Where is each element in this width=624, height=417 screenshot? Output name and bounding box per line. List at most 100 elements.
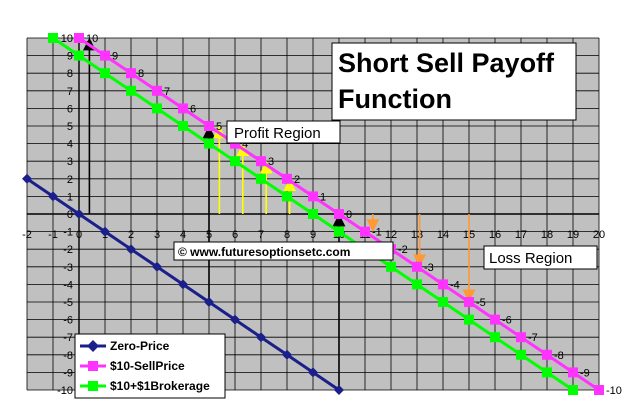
x-tick-label: 9 bbox=[310, 229, 316, 241]
data-label-1: 2 bbox=[294, 174, 300, 186]
data-point-1 bbox=[594, 385, 604, 395]
x-tick-label: 3 bbox=[154, 229, 160, 241]
data-point-2 bbox=[464, 314, 474, 325]
chart-title: Short Sell Payoff Function bbox=[331, 42, 577, 121]
y-tick-label: 2 bbox=[67, 174, 73, 186]
data-label-1: -7 bbox=[528, 332, 538, 344]
data-point-2 bbox=[178, 121, 188, 131]
data-point-2 bbox=[152, 103, 162, 114]
data-point-0 bbox=[282, 349, 292, 360]
data-point-1 bbox=[74, 33, 84, 43]
data-point-2 bbox=[204, 138, 214, 149]
data-point-1 bbox=[100, 50, 110, 61]
legend-item-zero-price: Zero-Price bbox=[80, 339, 170, 353]
y-tick-label: 9 bbox=[67, 51, 73, 63]
y-tick-label: -9 bbox=[63, 367, 73, 379]
legend-label-sell-price: $10-SellPrice bbox=[110, 359, 185, 373]
data-point-2 bbox=[100, 68, 110, 79]
data-point-1 bbox=[334, 209, 344, 219]
x-tick-label: 17 bbox=[515, 229, 527, 241]
data-label-1: -9 bbox=[580, 367, 590, 379]
data-point-2 bbox=[516, 349, 526, 360]
website-label: © www.futuresoptionsetc.com bbox=[178, 245, 350, 259]
data-point-0 bbox=[100, 226, 110, 237]
data-label-1: -5 bbox=[476, 297, 486, 309]
data-label-1: 3 bbox=[268, 156, 274, 168]
profit-region-annotation: Profit Region bbox=[226, 120, 341, 144]
data-point-2 bbox=[542, 367, 552, 378]
x-tick-label: 2 bbox=[128, 229, 134, 241]
data-label-1: -4 bbox=[450, 279, 460, 291]
data-point-0 bbox=[178, 279, 188, 290]
data-label-1: 1 bbox=[320, 191, 326, 203]
x-tick-label: 16 bbox=[489, 229, 501, 241]
y-tick-label: -5 bbox=[63, 297, 73, 309]
y-tick-label: -3 bbox=[63, 262, 73, 274]
y-tick-label: 3 bbox=[67, 156, 73, 168]
x-tick-label: 0 bbox=[76, 229, 82, 241]
profit-region-label: Profit Region bbox=[234, 125, 321, 142]
y-tick-label: -8 bbox=[63, 350, 73, 362]
data-point-0 bbox=[334, 385, 344, 395]
data-label-1: -1 bbox=[372, 227, 382, 239]
x-tick-label: 8 bbox=[284, 229, 290, 241]
y-tick-label: 5 bbox=[67, 121, 73, 133]
legend-item-brokerage: $10+$1Brokerage bbox=[80, 379, 210, 393]
data-label-1: 7 bbox=[164, 86, 170, 98]
data-point-0 bbox=[48, 191, 58, 202]
y-tick-label: 8 bbox=[67, 68, 73, 80]
chart-legend: Zero-Price $10-SellPrice $10+$1Brokerage bbox=[74, 333, 226, 399]
x-tick-label: 19 bbox=[567, 229, 579, 241]
data-label-1: 10 bbox=[86, 33, 98, 45]
data-label-1: -3 bbox=[424, 262, 434, 274]
data-point-2 bbox=[308, 209, 318, 219]
legend-item-sell-price: $10-SellPrice bbox=[80, 359, 185, 373]
data-label-1: 0 bbox=[346, 209, 352, 221]
data-point-2 bbox=[48, 33, 58, 43]
data-point-2 bbox=[126, 85, 136, 96]
data-point-2 bbox=[438, 297, 448, 307]
data-label-1: 8 bbox=[138, 68, 144, 80]
data-point-2 bbox=[490, 332, 500, 343]
x-tick-label: 13 bbox=[411, 229, 423, 241]
loss-region-label: Loss Region bbox=[489, 250, 572, 267]
data-point-1 bbox=[126, 68, 136, 79]
website-annotation: © www.futuresoptionsetc.com bbox=[173, 241, 394, 261]
y-tick-label: 10 bbox=[61, 33, 73, 45]
x-tick-label: 7 bbox=[258, 229, 264, 241]
y-tick-label: 0 bbox=[67, 209, 73, 221]
data-label-1: -8 bbox=[554, 350, 564, 362]
y-tick-label: -10 bbox=[57, 385, 73, 397]
y-tick-label: -6 bbox=[63, 315, 73, 327]
data-point-0 bbox=[204, 297, 214, 307]
y-tick-label: -4 bbox=[63, 279, 73, 291]
loss-region-annotation: Loss Region bbox=[483, 245, 598, 270]
data-point-0 bbox=[22, 173, 32, 184]
data-point-1 bbox=[438, 279, 448, 290]
data-point-1 bbox=[152, 85, 162, 96]
data-label-1: -6 bbox=[502, 315, 512, 327]
data-point-0 bbox=[230, 314, 240, 325]
data-point-1 bbox=[542, 349, 552, 360]
data-label-1: 6 bbox=[190, 103, 196, 115]
data-point-2 bbox=[568, 385, 578, 395]
y-tick-label: 6 bbox=[67, 103, 73, 115]
x-tick-label: 4 bbox=[180, 229, 186, 241]
y-tick-label: 1 bbox=[67, 191, 73, 203]
data-point-1 bbox=[360, 226, 370, 237]
data-point-1 bbox=[412, 261, 422, 272]
data-label-1: -10 bbox=[606, 385, 622, 397]
data-point-1 bbox=[256, 156, 266, 167]
data-point-0 bbox=[126, 244, 136, 255]
data-point-1 bbox=[178, 103, 188, 114]
data-point-1 bbox=[204, 121, 214, 131]
legend-label-zero-price: Zero-Price bbox=[110, 339, 170, 353]
y-tick-label: 7 bbox=[67, 86, 73, 98]
x-tick-label: 18 bbox=[541, 229, 553, 241]
x-tick-label: 12 bbox=[385, 229, 397, 241]
x-tick-label: -1 bbox=[48, 229, 58, 241]
x-tick-label: 6 bbox=[232, 229, 238, 241]
data-point-1 bbox=[464, 297, 474, 307]
